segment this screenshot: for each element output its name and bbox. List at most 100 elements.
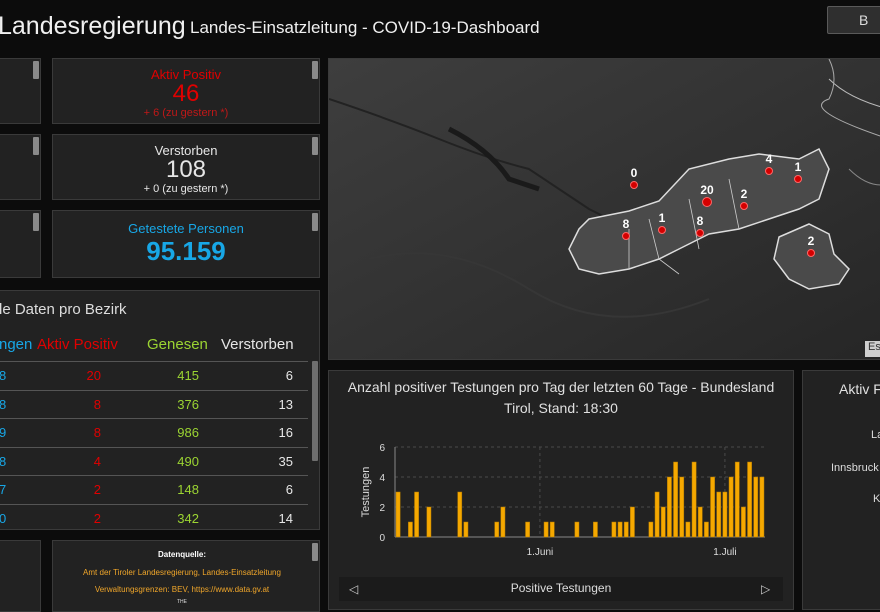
map-marker[interactable] [658, 226, 666, 234]
chart-bar[interactable] [549, 521, 555, 538]
chart-bar[interactable] [716, 491, 722, 538]
left-card-1 [0, 58, 41, 124]
right-panel: Aktiv F La Innsbruck K [802, 370, 880, 610]
chart-bar[interactable] [463, 521, 469, 538]
table-cell: 2 [93, 510, 101, 526]
x-tick-label: 1.Juni [527, 547, 554, 558]
chart-bar[interactable] [543, 521, 549, 538]
chart-bar[interactable] [525, 521, 530, 538]
chart-panel: Anzahl positiver Testungen pro Tag der l… [328, 370, 794, 610]
table-row[interactable]: 8 20 415 6 [0, 361, 308, 390]
map-marker[interactable] [696, 229, 704, 237]
right-panel-label-1: La [871, 429, 880, 441]
map-marker-label: 8 [623, 217, 630, 231]
stat-scrollbar[interactable] [312, 61, 318, 79]
district-table-panel: le Daten pro Bezirk ngen Aktiv Positiv G… [0, 290, 320, 530]
chart-bar[interactable] [426, 506, 432, 538]
right-panel-title: Aktiv F [839, 381, 880, 397]
chart-bar[interactable] [617, 521, 623, 538]
chart-bar[interactable] [593, 521, 598, 538]
map-marker[interactable] [702, 197, 712, 207]
chart-bar[interactable] [648, 521, 654, 538]
table-cell: 8 [0, 368, 19, 383]
chart-bar[interactable] [704, 521, 709, 538]
stat-scrollbar[interactable] [312, 137, 318, 155]
chart-bar[interactable] [623, 521, 629, 538]
column-header-active: Aktiv Positiv [37, 336, 118, 353]
chart-bar[interactable] [654, 491, 660, 538]
map-panel[interactable]: 0 20 4 1 2 8 1 8 2 Es [328, 58, 880, 360]
table-row[interactable]: 8 4 490 35 [0, 446, 308, 476]
map-canvas[interactable]: 0 20 4 1 2 8 1 8 2 [329, 59, 880, 360]
chart-bar[interactable] [691, 461, 697, 538]
chart-bar[interactable] [753, 476, 759, 538]
district-table-title: le Daten pro Bezirk [0, 301, 127, 318]
triangle-left-icon[interactable]: ◁ [349, 582, 359, 596]
right-panel-label-2: Innsbruck [831, 462, 879, 474]
map-attribution[interactable]: Es [865, 341, 880, 357]
chart-bar[interactable] [679, 476, 685, 538]
left-card-3 [0, 210, 41, 278]
stat-deceased-value: 108 [165, 156, 207, 183]
bar-chart[interactable]: 0 2 4 6 1.Juni 1.Juli Testungen [329, 371, 794, 571]
chart-bar[interactable] [747, 461, 752, 538]
chart-bar[interactable] [660, 506, 666, 538]
map-marker[interactable] [807, 249, 815, 257]
chart-bar[interactable] [630, 506, 635, 538]
map-marker-label: 2 [741, 187, 748, 201]
table-row[interactable]: 7 2 148 6 [0, 475, 308, 504]
chart-bar[interactable] [611, 521, 617, 538]
table-cell: 986 [177, 425, 199, 440]
map-marker[interactable] [794, 175, 802, 183]
stat-tested-label: Getestete Personen [128, 221, 244, 236]
table-cell: 8 [93, 396, 101, 412]
chart-bar[interactable] [734, 461, 740, 538]
chart-bar[interactable] [500, 506, 506, 538]
chart-bar[interactable] [710, 476, 715, 538]
source-scrollbar[interactable] [312, 543, 318, 561]
map-marker-label: 0 [631, 166, 638, 180]
table-scrollbar[interactable] [312, 361, 318, 461]
chart-bar[interactable] [722, 491, 728, 538]
chart-bar[interactable] [685, 521, 691, 538]
map-marker-label: 2 [808, 234, 815, 248]
chart-bar[interactable] [457, 491, 463, 538]
chart-bar[interactable] [728, 476, 734, 538]
map-marker[interactable] [622, 232, 630, 240]
chart-bar[interactable] [741, 506, 746, 538]
table-cell: 8 [93, 425, 101, 440]
map-marker[interactable] [765, 167, 773, 175]
stat-active-label: Aktiv Positiv [150, 67, 222, 82]
chart-bar[interactable] [408, 521, 413, 538]
map-marker[interactable] [740, 202, 748, 210]
table-cell: 8 [0, 397, 19, 412]
table-row[interactable]: 9 8 986 16 [0, 418, 308, 447]
stat-active-value: 46 [172, 80, 200, 107]
header-button[interactable]: B [827, 6, 880, 34]
table-cell: 376 [177, 396, 199, 412]
map-marker-label: 20 [700, 183, 714, 197]
column-header-tests: ngen [0, 336, 33, 353]
table-cell: 20 [86, 368, 101, 383]
chart-bar[interactable] [395, 491, 401, 538]
map-marker[interactable] [630, 181, 638, 189]
stat-active-delta: + 6 (zu gestern *) [143, 107, 229, 119]
map-marker-label: 4 [766, 152, 773, 166]
stat-scrollbar[interactable] [312, 213, 318, 231]
chart-bar[interactable] [414, 491, 419, 538]
chart-bar[interactable] [667, 476, 672, 538]
x-tick-label: 1.Juli [713, 547, 736, 558]
chart-bar[interactable] [697, 506, 703, 538]
table-row[interactable]: 8 8 376 13 [0, 389, 308, 419]
chart-bar[interactable] [673, 461, 678, 538]
table-row[interactable]: 0 2 342 14 [0, 503, 308, 530]
triangle-right-icon[interactable]: ▷ [761, 582, 771, 596]
stat-card-tested: Getestete Personen 95.159 [52, 210, 320, 278]
table-cell: 2 [93, 482, 101, 497]
chart-bar[interactable] [494, 521, 500, 538]
chart-bar[interactable] [759, 476, 765, 538]
chart-title-line-1: Anzahl positiver Testungen pro Tag der l… [347, 379, 775, 395]
stat-deceased-label: Verstorben [154, 143, 218, 158]
table-cell: 6 [285, 368, 293, 383]
chart-bar[interactable] [574, 521, 580, 538]
